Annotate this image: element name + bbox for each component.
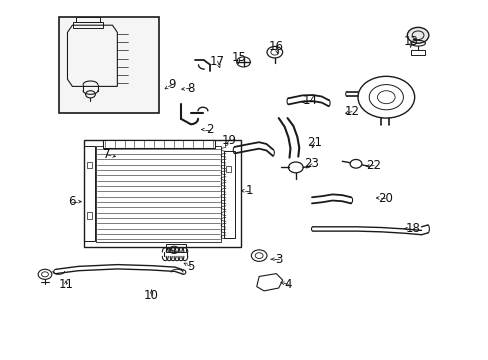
Text: 15: 15: [231, 51, 245, 64]
Text: 20: 20: [377, 192, 392, 204]
Ellipse shape: [407, 27, 428, 43]
Bar: [96, 146, 221, 242]
Bar: [84, 140, 240, 247]
Bar: [166, 244, 185, 252]
Bar: [87, 162, 92, 168]
Bar: [87, 212, 92, 219]
Bar: [73, 22, 102, 28]
Text: 4: 4: [284, 278, 292, 291]
Text: 5: 5: [186, 260, 194, 273]
Text: 1: 1: [245, 184, 253, 197]
Bar: [225, 166, 230, 172]
Bar: [410, 50, 425, 55]
Text: 11: 11: [59, 278, 73, 291]
Text: 17: 17: [210, 55, 224, 68]
Bar: [59, 17, 159, 113]
Text: 22: 22: [366, 159, 381, 172]
Text: 12: 12: [344, 105, 359, 118]
Text: 13: 13: [403, 35, 417, 48]
Text: 19: 19: [221, 134, 236, 147]
Text: 18: 18: [405, 222, 420, 235]
Bar: [84, 146, 95, 241]
Text: 7: 7: [102, 148, 110, 161]
Bar: [224, 151, 234, 238]
Text: 21: 21: [306, 136, 321, 149]
Text: 6: 6: [68, 195, 76, 208]
Bar: [76, 17, 100, 22]
Text: 16: 16: [268, 40, 283, 53]
Text: 14: 14: [303, 94, 317, 107]
Text: 9: 9: [168, 78, 176, 91]
Text: 8: 8: [186, 82, 194, 95]
Text: 10: 10: [144, 289, 159, 302]
Bar: [102, 140, 215, 148]
Text: 3: 3: [274, 253, 282, 266]
Text: 23: 23: [304, 157, 319, 170]
Text: 2: 2: [206, 123, 214, 136]
